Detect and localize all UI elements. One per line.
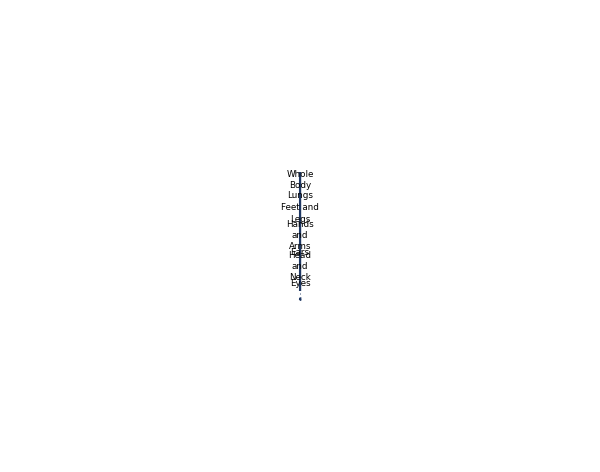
Text: Eyes: Eyes xyxy=(290,279,310,288)
Text: Lungs: Lungs xyxy=(287,191,313,200)
Text: Feet and
Legs: Feet and Legs xyxy=(281,203,319,224)
Text: Ears: Ears xyxy=(290,248,310,257)
Text: Whole
Body: Whole Body xyxy=(286,170,314,191)
Text: Head
and
Neck: Head and Neck xyxy=(289,251,311,282)
Text: HAZARDS: HAZARDS xyxy=(272,291,328,301)
Text: PPE OPTIONS: PPE OPTIONS xyxy=(261,291,339,301)
Text: BODY: BODY xyxy=(284,291,316,301)
Text: Hands
and
Arms: Hands and Arms xyxy=(286,220,314,251)
